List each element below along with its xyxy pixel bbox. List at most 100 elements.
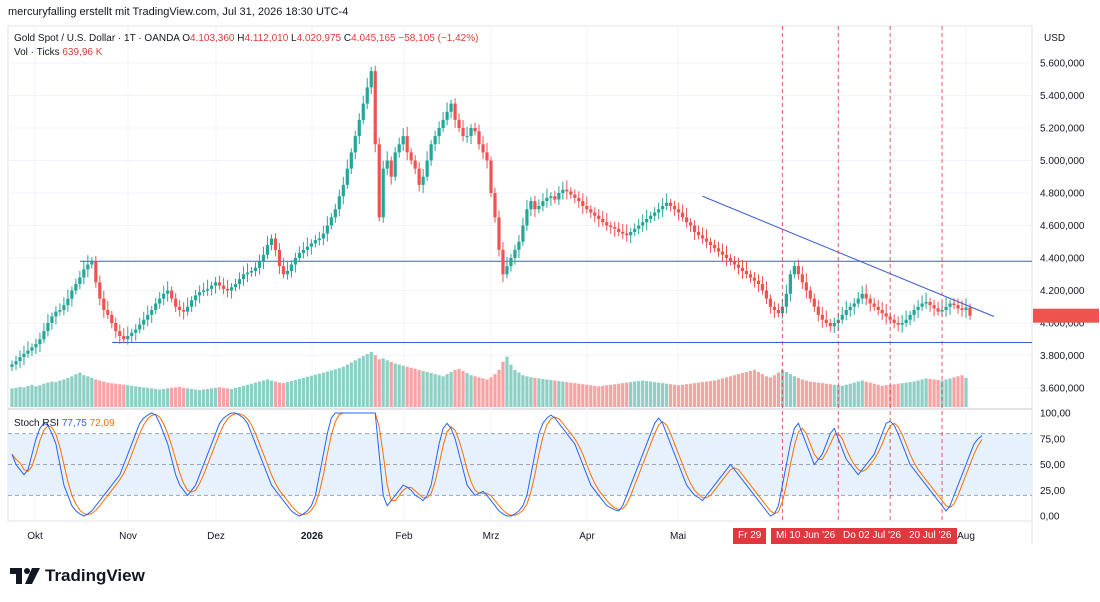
volume-bar <box>233 387 238 407</box>
candle-body <box>673 206 677 210</box>
volume-bar <box>429 373 433 407</box>
candle-body <box>146 314 150 320</box>
candle-body <box>912 310 916 315</box>
volume-bar <box>677 385 681 407</box>
volume-bar <box>281 383 286 407</box>
volume-bar <box>365 354 369 407</box>
candle-body <box>896 323 900 325</box>
candle-body <box>629 232 633 236</box>
stoch-rsi-label: Stoch RSI <box>14 418 60 429</box>
candle-body <box>142 319 146 325</box>
volume-bar <box>856 381 860 407</box>
volume-bar <box>249 383 254 407</box>
date-flag-3: Do 02 Jul '26 <box>838 528 907 544</box>
volume-bar <box>417 369 421 407</box>
candle-body <box>792 266 796 275</box>
candle-body <box>393 152 397 177</box>
symbol-name: Gold Spot / U.S. Dollar · 1T · OANDA <box>14 33 180 44</box>
volume-bar <box>94 379 98 407</box>
currency-label[interactable]: USD <box>1044 33 1066 44</box>
volume-bar <box>720 378 725 407</box>
volume-bar <box>261 380 266 407</box>
volume-bar <box>146 387 150 407</box>
volume-bar <box>732 375 737 407</box>
stoch-k-line <box>11 412 983 517</box>
volume-bar <box>38 385 42 407</box>
candle-body <box>665 202 669 206</box>
candle-body <box>948 303 952 307</box>
candle-body <box>154 303 158 310</box>
volume-bar <box>509 364 513 407</box>
volume-bar <box>353 360 357 407</box>
candle-body <box>952 303 956 306</box>
candle-body <box>884 313 888 317</box>
volume-bar <box>617 383 621 407</box>
volume-bar <box>46 382 50 407</box>
volume-bar <box>645 381 649 407</box>
candle-body <box>625 233 629 236</box>
tradingview-logo[interactable]: TradingView <box>10 566 145 586</box>
close-value: 4.045,165 <box>351 33 396 44</box>
volume-bar <box>609 384 613 407</box>
time-tick-label: 2026 <box>301 531 324 542</box>
candle-body <box>50 316 54 323</box>
candle-body <box>293 258 298 265</box>
candle-body <box>589 209 593 213</box>
candle-body <box>585 206 589 210</box>
volume-bar <box>681 384 685 407</box>
volume-bar <box>665 383 669 407</box>
candle-body <box>577 197 581 202</box>
volume-bar <box>485 379 489 407</box>
candle-body <box>433 136 437 145</box>
stoch-rsi-tick-label: 50,00 <box>1040 460 1065 471</box>
last-price-marker <box>1033 308 1099 323</box>
candle-body <box>178 306 182 310</box>
volume-bar <box>369 351 373 407</box>
price-tick-label: 4.800,000 <box>1040 189 1085 200</box>
volume-value: 639,96 K <box>62 47 103 58</box>
volume-bar <box>912 381 916 407</box>
volume-bar <box>605 385 609 407</box>
candle-body <box>649 215 653 219</box>
volume-bar <box>70 376 74 407</box>
volume-bar <box>784 372 788 407</box>
volume-bar <box>457 368 461 407</box>
volume-bar <box>716 379 721 407</box>
candle-body <box>257 261 262 268</box>
price-tick-label: 4.000,000 <box>1040 319 1085 330</box>
volume-bar <box>82 375 86 407</box>
candle-body <box>66 298 70 306</box>
candle-body <box>281 266 286 275</box>
candle-body <box>46 323 50 332</box>
candle-body <box>956 305 960 309</box>
volume-bar <box>142 387 146 407</box>
candle-body <box>237 279 242 284</box>
candle-body <box>158 298 162 304</box>
volume-bar <box>557 381 561 407</box>
volume-bar <box>597 386 601 407</box>
volume-bar <box>944 379 948 407</box>
candle-body <box>581 201 585 206</box>
candle-body <box>413 160 417 169</box>
volume-bar <box>449 372 453 407</box>
downtrend-line <box>702 195 995 317</box>
candle-body <box>708 241 713 245</box>
candle-body <box>501 249 505 275</box>
candle-body <box>537 206 541 210</box>
volume-bar <box>836 385 840 407</box>
volume-bar <box>824 383 828 407</box>
time-tick-label: Mrz <box>483 531 500 542</box>
candle-body <box>30 347 34 351</box>
candle-body <box>832 323 836 327</box>
candle-body <box>301 249 305 254</box>
volume-bar <box>868 382 872 407</box>
volume-bar <box>174 387 178 407</box>
volume-bar <box>477 377 481 407</box>
candle-body <box>10 364 14 367</box>
volume-bar <box>401 365 405 407</box>
volume-bar <box>649 381 653 407</box>
volume-bar <box>86 376 90 407</box>
volume-bar <box>537 378 541 407</box>
volume-bar <box>126 385 130 407</box>
